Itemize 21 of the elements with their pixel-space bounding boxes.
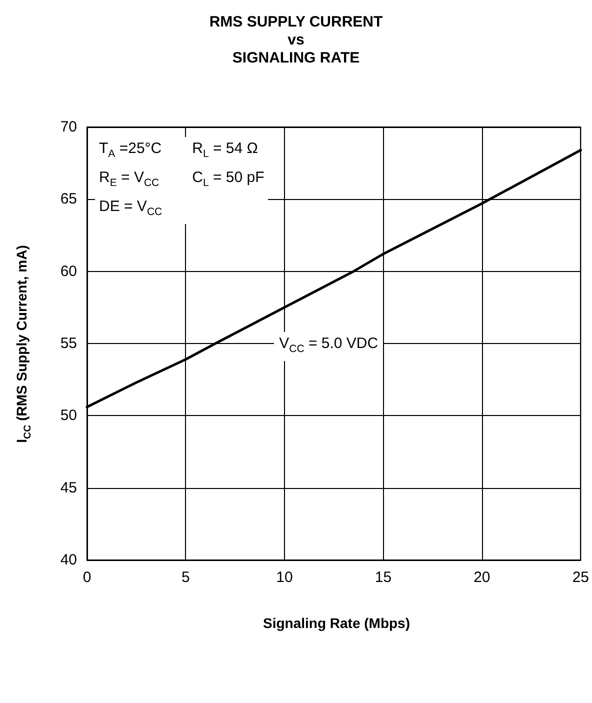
y-tick-label: 55 bbox=[60, 335, 77, 352]
annotation: T$_{A}$ =25°C bbox=[99, 139, 162, 162]
y-tick-label: 65 bbox=[60, 190, 77, 208]
annotation: R$_{E}$ = V$_{CC}$ bbox=[99, 168, 160, 191]
y-tick-label: 50 bbox=[60, 407, 77, 424]
y-tick-label: 40 bbox=[60, 552, 77, 568]
x-tick-label: 5 bbox=[182, 569, 190, 586]
x-tick-label: 20 bbox=[474, 569, 490, 586]
y-tick-label: 60 bbox=[60, 262, 77, 280]
annotation: R$_{L}$ = 54 Ω bbox=[192, 139, 259, 162]
series-label: V$_{CC}$ = 5.0 VDC bbox=[274, 332, 384, 360]
annotation: DE = V$_{CC}$ bbox=[99, 197, 162, 220]
y-tick-label: 70 bbox=[60, 118, 77, 136]
x-axis-title: Signaling Rate (Mbps) bbox=[263, 614, 410, 633]
x-tick-label: 25 bbox=[572, 569, 589, 586]
x-tick-label: 15 bbox=[374, 569, 392, 586]
annotation: C$_{L}$ = 50 pF bbox=[192, 168, 264, 191]
x-tick-label: 10 bbox=[276, 569, 293, 586]
x-tick-label: 0 bbox=[82, 569, 92, 586]
chart-title: RMS SUPPLY CURRENT vs SIGNALING RATE bbox=[209, 14, 383, 66]
y-tick-label: 45 bbox=[60, 479, 77, 496]
